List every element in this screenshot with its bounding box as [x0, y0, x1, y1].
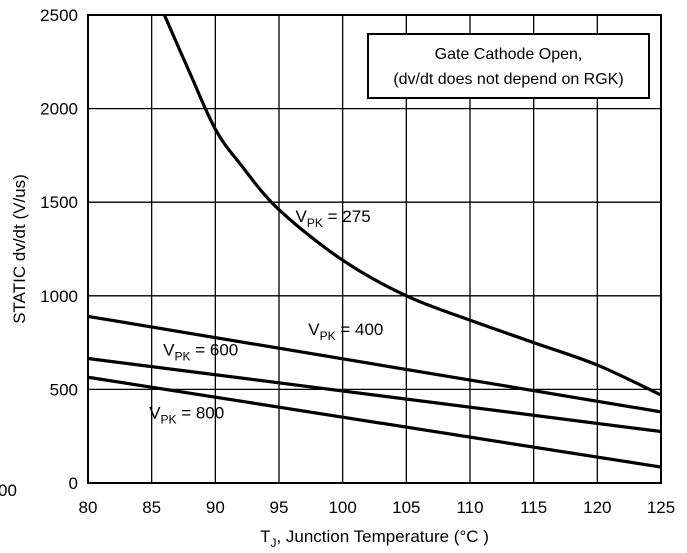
x-tick-labels: 80 85 90 95 100 105 110 115 120 125: [79, 498, 676, 517]
x-tick-label: 105: [392, 498, 420, 517]
series-label: VPK = 600: [163, 341, 238, 364]
clipped-tick-label: 00: [0, 481, 17, 500]
series-label: VPK = 275: [296, 207, 371, 230]
x-axis-label-main: T: [260, 527, 270, 546]
series-line: [162, 14, 662, 397]
series-group: [87, 14, 662, 469]
annotation-box-frame: [367, 33, 650, 99]
annotation-box-line-2: (dv/dt does not depend on RGK): [393, 71, 623, 88]
series-line: [87, 314, 662, 414]
series-label-sub: PK: [160, 412, 176, 426]
x-tick-label: 115: [520, 498, 547, 517]
series-label: VPK = 400: [308, 320, 383, 343]
series-label-sub: PK: [320, 329, 336, 343]
x-tick-label: 95: [270, 498, 289, 517]
series-label-main: V: [149, 403, 161, 422]
plot-area-frame: [87, 14, 662, 484]
y-tick-label: 2500: [40, 6, 78, 25]
x-axis-label: TJ, Junction Temperature (°C ): [260, 527, 489, 550]
x-axis-label-rest: , Junction Temperature (°C ): [276, 527, 488, 546]
y-tick-label: 0: [69, 474, 78, 493]
y-tick-labels: 0 500 1000 1500 2000 2500: [40, 6, 78, 493]
series-label-rest: = 800: [176, 403, 224, 422]
series-line: [87, 356, 662, 434]
series-label: VPK = 800: [149, 403, 224, 426]
y-tick-label: 1000: [40, 287, 78, 306]
y-tick-label: 2000: [40, 100, 78, 119]
series-label-main: V: [296, 207, 308, 226]
y-tick-label: 1500: [40, 193, 78, 212]
y-tick-label: 500: [50, 380, 78, 399]
x-tick-label: 90: [206, 498, 225, 517]
y-axis-label: STATIC dv/dt (V/us): [10, 174, 29, 324]
series-label-sub: PK: [174, 350, 190, 364]
series-label-main: V: [163, 341, 175, 360]
annotation-box-line-1: Gate Cathode Open,: [435, 46, 583, 63]
x-tick-label: 110: [456, 498, 483, 517]
x-tick-label: 85: [142, 498, 161, 517]
x-axis-label-sub: J: [270, 536, 276, 550]
annotation-box: Gate Cathode Open, (dv/dt does not depen…: [367, 33, 650, 99]
x-tick-label: 125: [647, 498, 675, 517]
series-label-rest: = 400: [336, 320, 384, 339]
series-line: [87, 375, 662, 469]
series-label-main: V: [308, 320, 320, 339]
series-label-rest: = 275: [323, 207, 371, 226]
series-label-sub: PK: [307, 216, 323, 230]
series-label-rest: = 600: [190, 341, 238, 360]
x-tick-label: 100: [328, 498, 356, 517]
x-tick-label: 80: [79, 498, 98, 517]
x-tick-label: 120: [583, 498, 611, 517]
